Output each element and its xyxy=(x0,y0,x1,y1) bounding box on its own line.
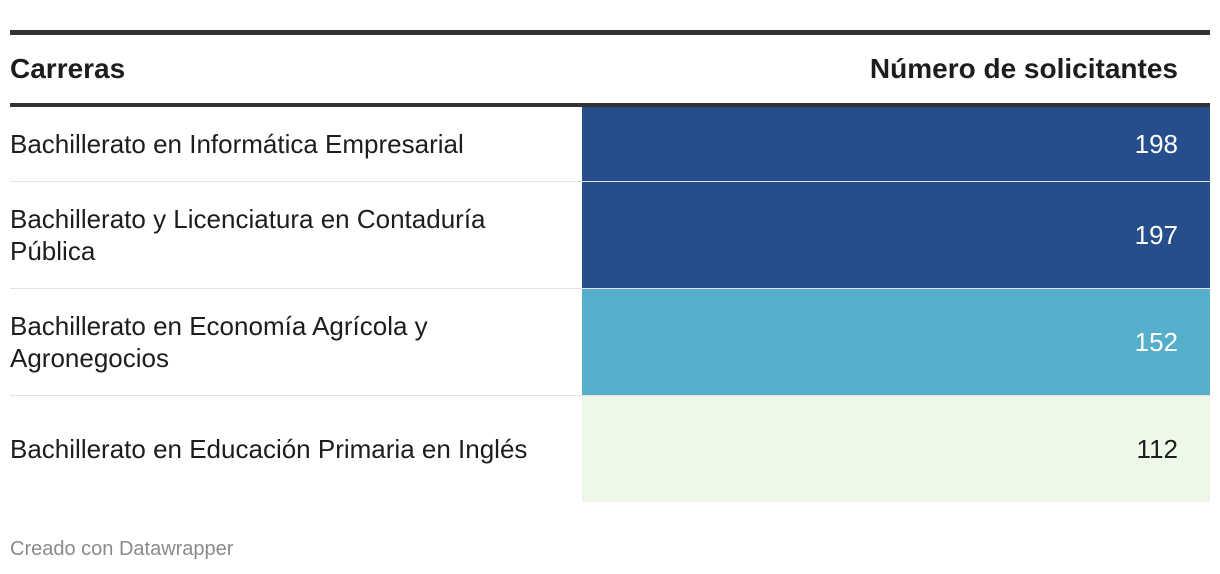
row-label: Bachillerato y Licenciatura en Contadurí… xyxy=(10,204,486,266)
row-value-cell: 198 xyxy=(582,107,1210,181)
table-header-rule xyxy=(10,103,1210,107)
footer-credit: Creado con Datawrapper xyxy=(10,538,234,560)
row-value-cell: 112 xyxy=(582,396,1210,502)
table-top-rule xyxy=(10,30,1210,35)
row-label: Bachillerato en Informática Empresarial xyxy=(10,129,464,159)
row-label: Bachillerato en Economía Agrícola y Agro… xyxy=(10,311,428,373)
table-row: Bachillerato en Economía Agrícola y Agro… xyxy=(10,289,1210,396)
table-row: Bachillerato y Licenciatura en Contadurí… xyxy=(10,182,1210,289)
table-row: Bachillerato en Educación Primaria en In… xyxy=(10,396,1210,502)
table-body: Bachillerato en Informática Empresarial 1… xyxy=(10,107,1210,502)
row-value-cell: 152 xyxy=(582,289,1210,395)
column-header-carreras[interactable]: Carreras xyxy=(10,53,126,84)
row-value-cell: 197 xyxy=(582,182,1210,288)
column-header-solicitantes[interactable]: Número de solicitantes xyxy=(869,53,1178,84)
row-label: Bachillerato en Educación Primaria en In… xyxy=(10,434,528,464)
table-header: Carreras Número de solicitantes xyxy=(10,35,1210,103)
table-row: Bachillerato en Informática Empresarial 1… xyxy=(10,107,1210,182)
